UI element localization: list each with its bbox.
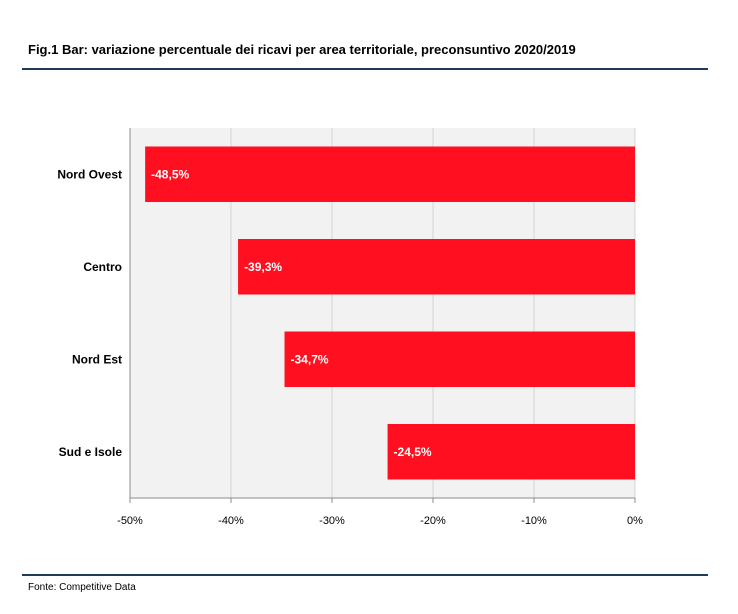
data-label: -24,5% xyxy=(394,445,432,459)
category-label: Nord Est xyxy=(72,352,122,366)
x-tick-label: -50% xyxy=(117,515,143,527)
top-rule xyxy=(22,68,708,70)
x-tick-label: -40% xyxy=(218,515,244,527)
labels: -50% -40% -30% -20% -10% 0% -48,5% Nord Ovest -3… xyxy=(57,167,643,527)
x-tick-label: -10% xyxy=(521,515,547,527)
bar xyxy=(387,424,635,480)
x-tick-label: 0% xyxy=(627,515,643,527)
bar xyxy=(284,331,635,387)
data-label: -48,5% xyxy=(151,167,189,181)
category-label: Nord Ovest xyxy=(57,167,122,181)
data-label: -34,7% xyxy=(291,352,329,366)
bar xyxy=(145,146,635,202)
data-label: -39,3% xyxy=(244,260,282,274)
category-label: Sud e Isole xyxy=(59,445,123,459)
source-note: Fonte: Competitive Data xyxy=(28,582,136,593)
bottom-rule xyxy=(22,574,708,576)
x-tick-label: -30% xyxy=(319,515,345,527)
chart-title: Fig.1 Bar: variazione percentuale dei ri… xyxy=(28,42,576,57)
bars xyxy=(145,146,635,480)
bar xyxy=(238,239,635,295)
axes xyxy=(129,128,636,503)
category-label: Centro xyxy=(83,260,122,274)
x-tick-label: -20% xyxy=(420,515,446,527)
